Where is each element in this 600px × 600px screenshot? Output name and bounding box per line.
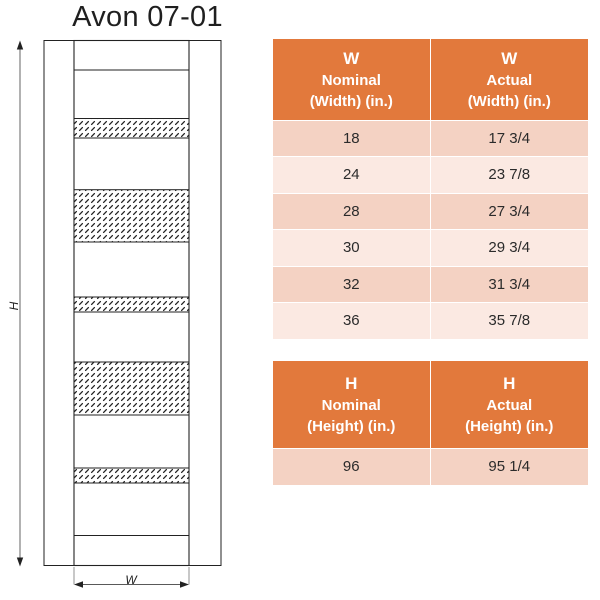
svg-text:W: W: [125, 573, 138, 587]
svg-text:H: H: [7, 301, 21, 310]
